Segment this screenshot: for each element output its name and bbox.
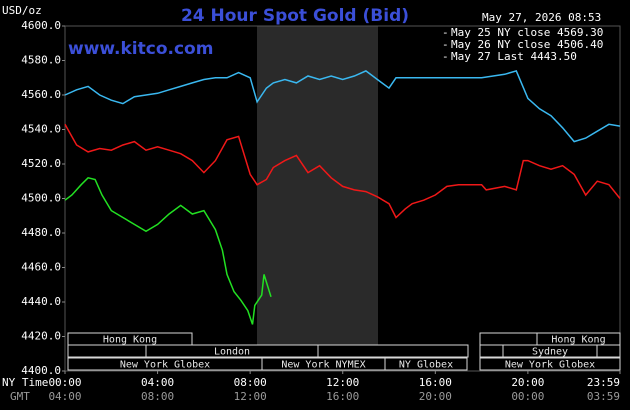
x-label: NY Time xyxy=(2,376,48,389)
watermark: www.kitco.com xyxy=(68,39,213,59)
x-tick-label: 23:59 xyxy=(587,376,620,389)
session-box xyxy=(596,344,621,358)
x-tick-label: 08:00 xyxy=(234,376,267,389)
y-tick-label: 4440.0 xyxy=(21,295,61,308)
legend-swatch: - xyxy=(442,38,449,51)
x-tick-label: 04:00 xyxy=(141,376,174,389)
legend-swatch: - xyxy=(442,26,449,39)
y-tick-label: 4420.0 xyxy=(21,330,61,343)
y-tick-label: 4500.0 xyxy=(21,192,61,205)
legend-label: May 25 NY close 4569.30 xyxy=(451,26,603,39)
series-line xyxy=(64,123,621,219)
session-label: London xyxy=(214,347,250,358)
y-tick-label: 4400.0 xyxy=(21,364,61,377)
y-tick-label: 4520.0 xyxy=(21,157,61,170)
session-box xyxy=(479,332,538,346)
x2-tick-label: 04:00 xyxy=(48,390,81,403)
x2-tick-label: 03:59 xyxy=(587,390,620,403)
chart-title: 24 Hour Spot Gold (Bid) xyxy=(181,6,409,26)
y-tick-label: 4540.0 xyxy=(21,123,61,136)
x2-tick-label: 16:00 xyxy=(326,390,359,403)
y-tick-label: 4560.0 xyxy=(21,88,61,101)
x2-label: GMT xyxy=(10,390,30,403)
legend-label: May 27 Last 4443.50 xyxy=(451,50,577,63)
session-box xyxy=(67,344,147,358)
x-tick-label: 12:00 xyxy=(326,376,359,389)
x-tick-label: 20:00 xyxy=(511,376,544,389)
session-box xyxy=(145,344,319,358)
session-box xyxy=(67,332,193,346)
x-tick-label: 16:00 xyxy=(419,376,452,389)
session-label: New York Globex xyxy=(120,360,210,371)
legend-swatch: - xyxy=(442,50,449,63)
session-box xyxy=(479,357,621,371)
x-tick-label: 00:00 xyxy=(48,376,81,389)
session-box xyxy=(384,357,468,371)
y-label: USD/oz xyxy=(2,4,42,17)
timestamp: May 27, 2026 08:53 xyxy=(482,11,601,24)
session-label: Hong Kong xyxy=(551,335,605,346)
x2-tick-label: 08:00 xyxy=(141,390,174,403)
session-label: New York Globex xyxy=(505,360,595,371)
session-box xyxy=(502,344,598,358)
x2-tick-label: 20:00 xyxy=(419,390,452,403)
series-line xyxy=(64,176,272,325)
session-label: NY Globex xyxy=(399,360,453,371)
y-tick-label: 4600.0 xyxy=(21,19,61,32)
y-tick-label: 4460.0 xyxy=(21,261,61,274)
series-line xyxy=(64,69,621,143)
y-tick-label: 4480.0 xyxy=(21,226,61,239)
x2-tick-label: 12:00 xyxy=(234,390,267,403)
session-label: New York NYMEX xyxy=(281,360,365,371)
legend-label: May 26 NY close 4506.40 xyxy=(451,38,603,51)
session-label: Hong Kong xyxy=(103,335,157,346)
session-box xyxy=(479,344,504,358)
y-tick-label: 4580.0 xyxy=(21,54,61,67)
nymex-shade xyxy=(257,26,378,371)
session-box xyxy=(317,344,469,358)
x2-tick-label: 00:00 xyxy=(511,390,544,403)
session-label: Sydney xyxy=(532,347,568,358)
